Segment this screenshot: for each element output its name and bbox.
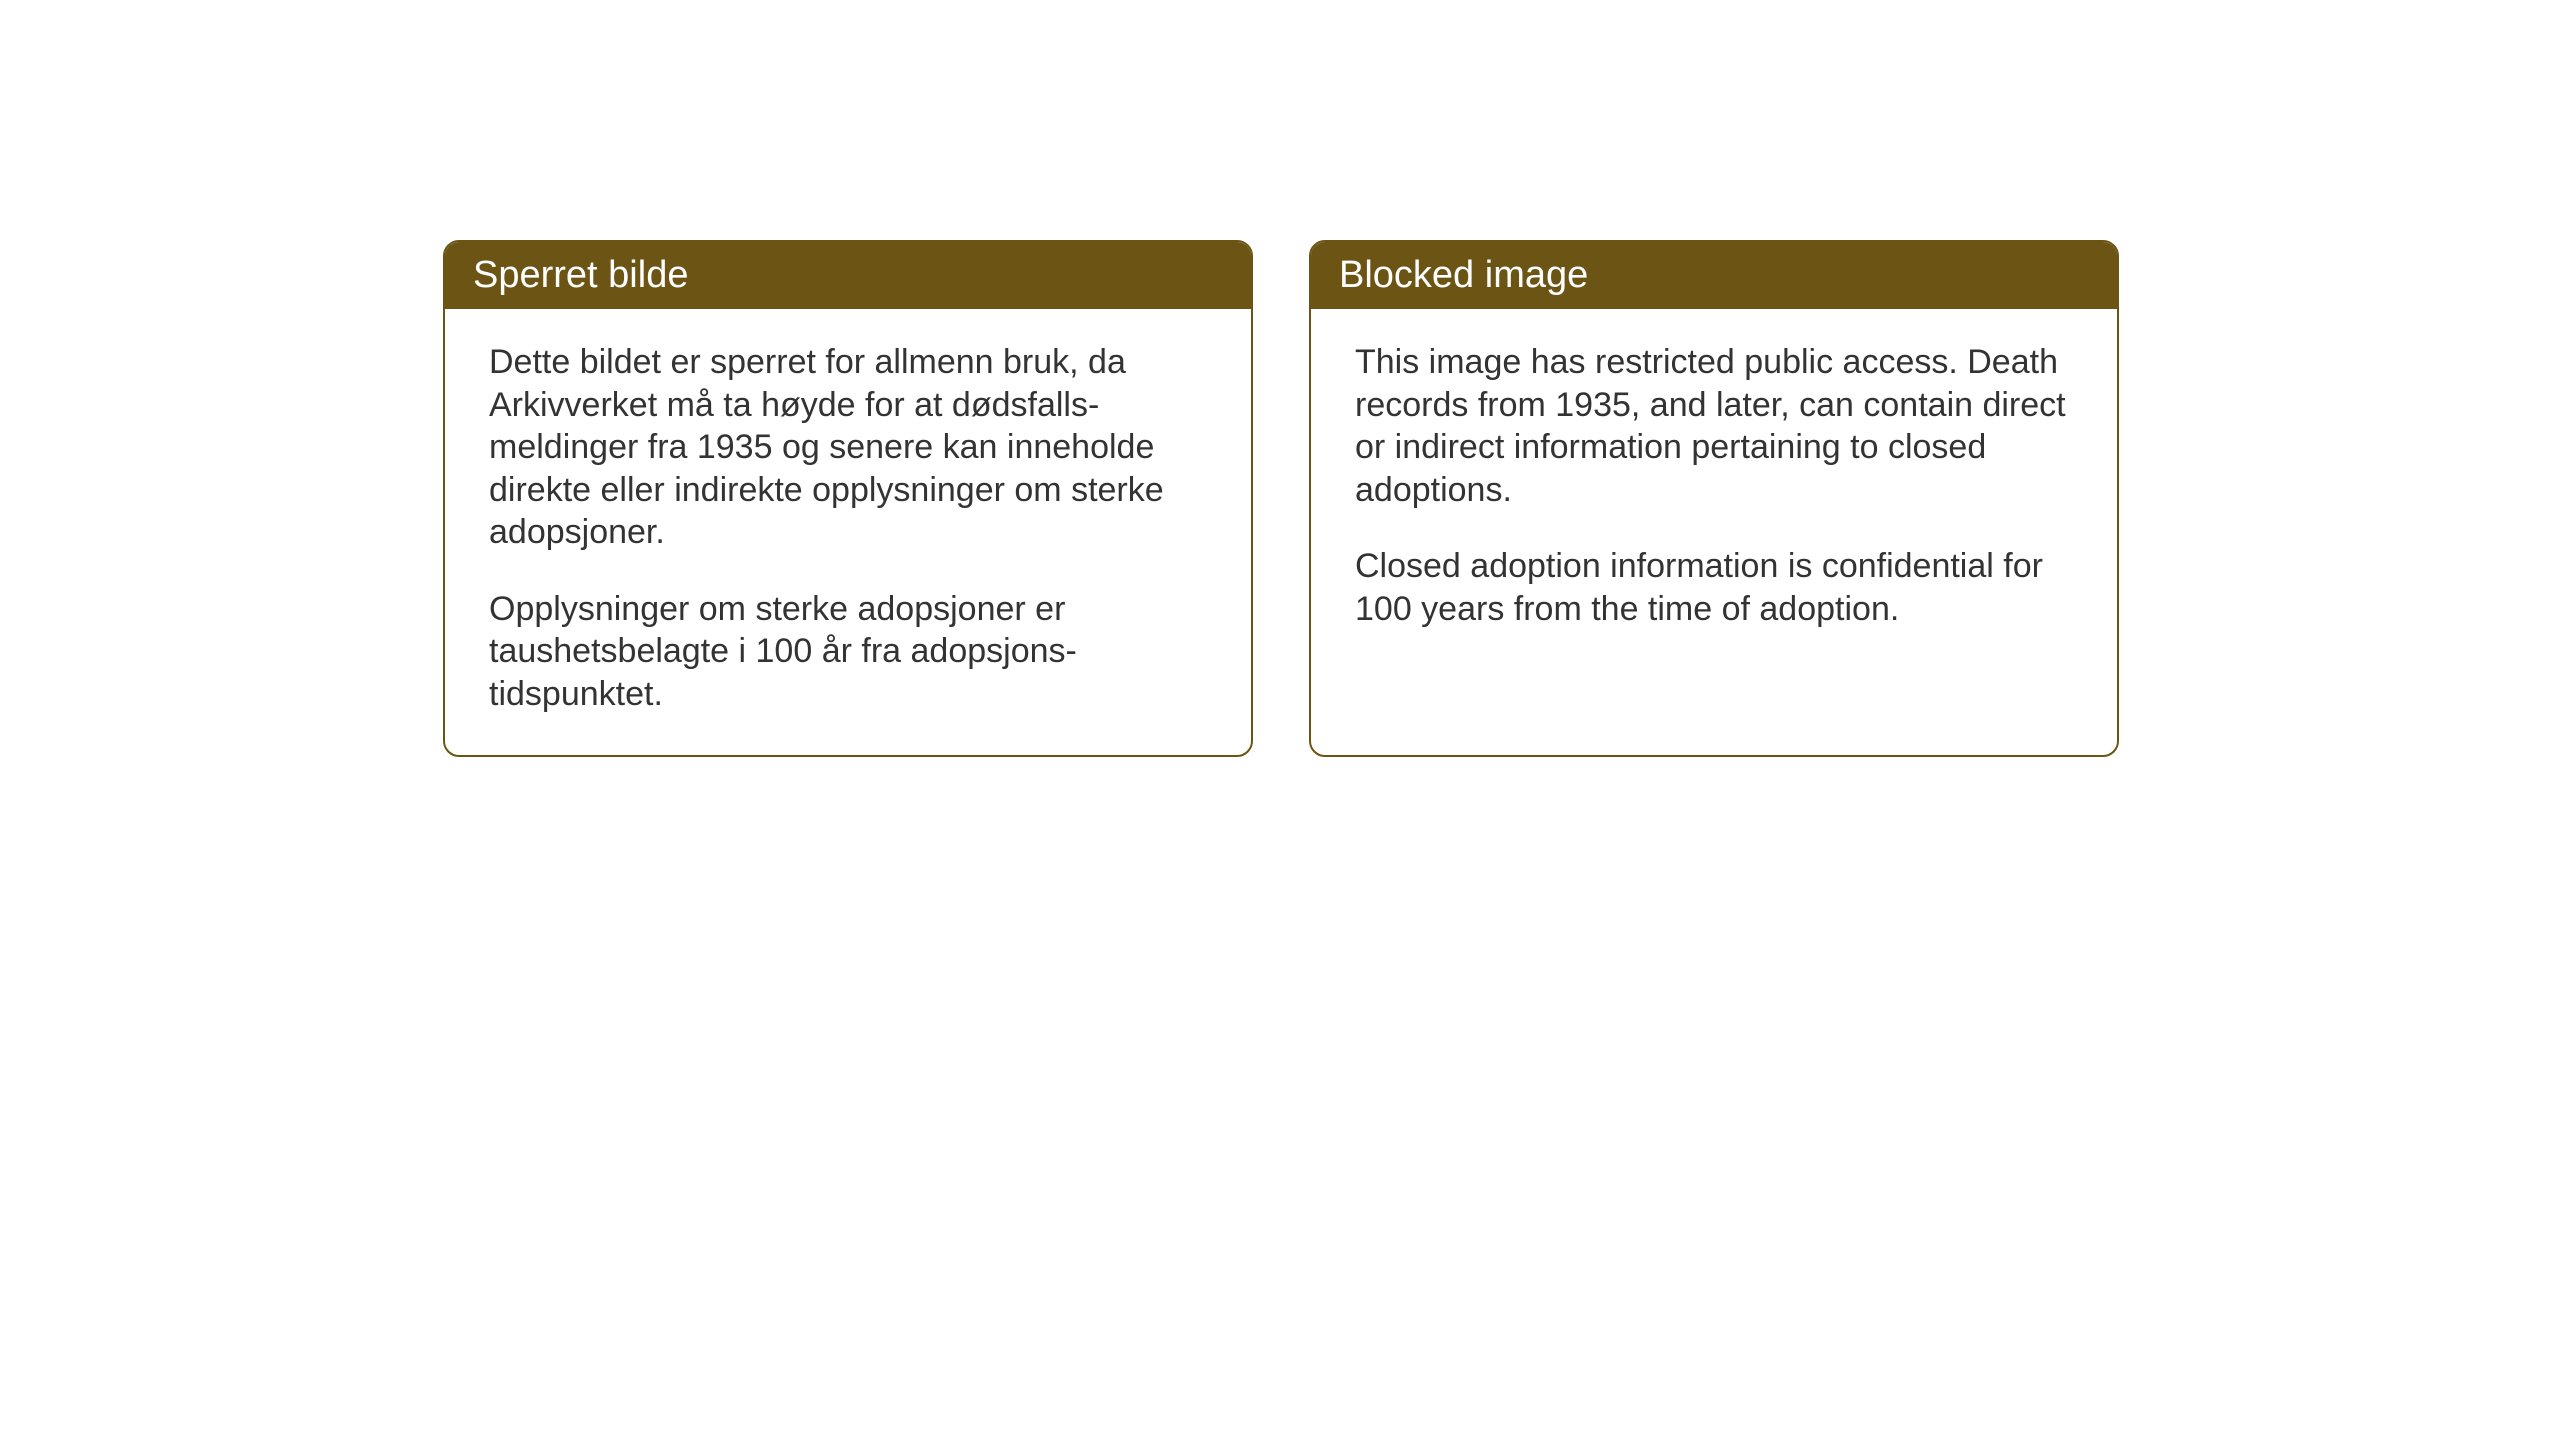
norwegian-panel-text: Dette bildet er sperret for allmenn bruk… <box>489 341 1207 715</box>
norwegian-panel-header: Sperret bilde <box>445 242 1251 309</box>
english-paragraph-1: This image has restricted public access.… <box>1355 341 2073 511</box>
english-panel-header: Blocked image <box>1311 242 2117 309</box>
norwegian-panel-body: Dette bildet er sperret for allmenn bruk… <box>445 309 1251 755</box>
norwegian-paragraph-1: Dette bildet er sperret for allmenn bruk… <box>489 341 1207 554</box>
english-panel-title: Blocked image <box>1339 254 2089 297</box>
english-paragraph-2: Closed adoption information is confident… <box>1355 545 2073 630</box>
notice-container: Sperret bilde Dette bildet er sperret fo… <box>443 240 2119 757</box>
norwegian-paragraph-2: Opplysninger om sterke adopsjoner er tau… <box>489 588 1207 716</box>
norwegian-notice-panel: Sperret bilde Dette bildet er sperret fo… <box>443 240 1253 757</box>
english-panel-body: This image has restricted public access.… <box>1311 309 2117 739</box>
english-notice-panel: Blocked image This image has restricted … <box>1309 240 2119 757</box>
english-panel-text: This image has restricted public access.… <box>1355 341 2073 630</box>
norwegian-panel-title: Sperret bilde <box>473 254 1223 297</box>
